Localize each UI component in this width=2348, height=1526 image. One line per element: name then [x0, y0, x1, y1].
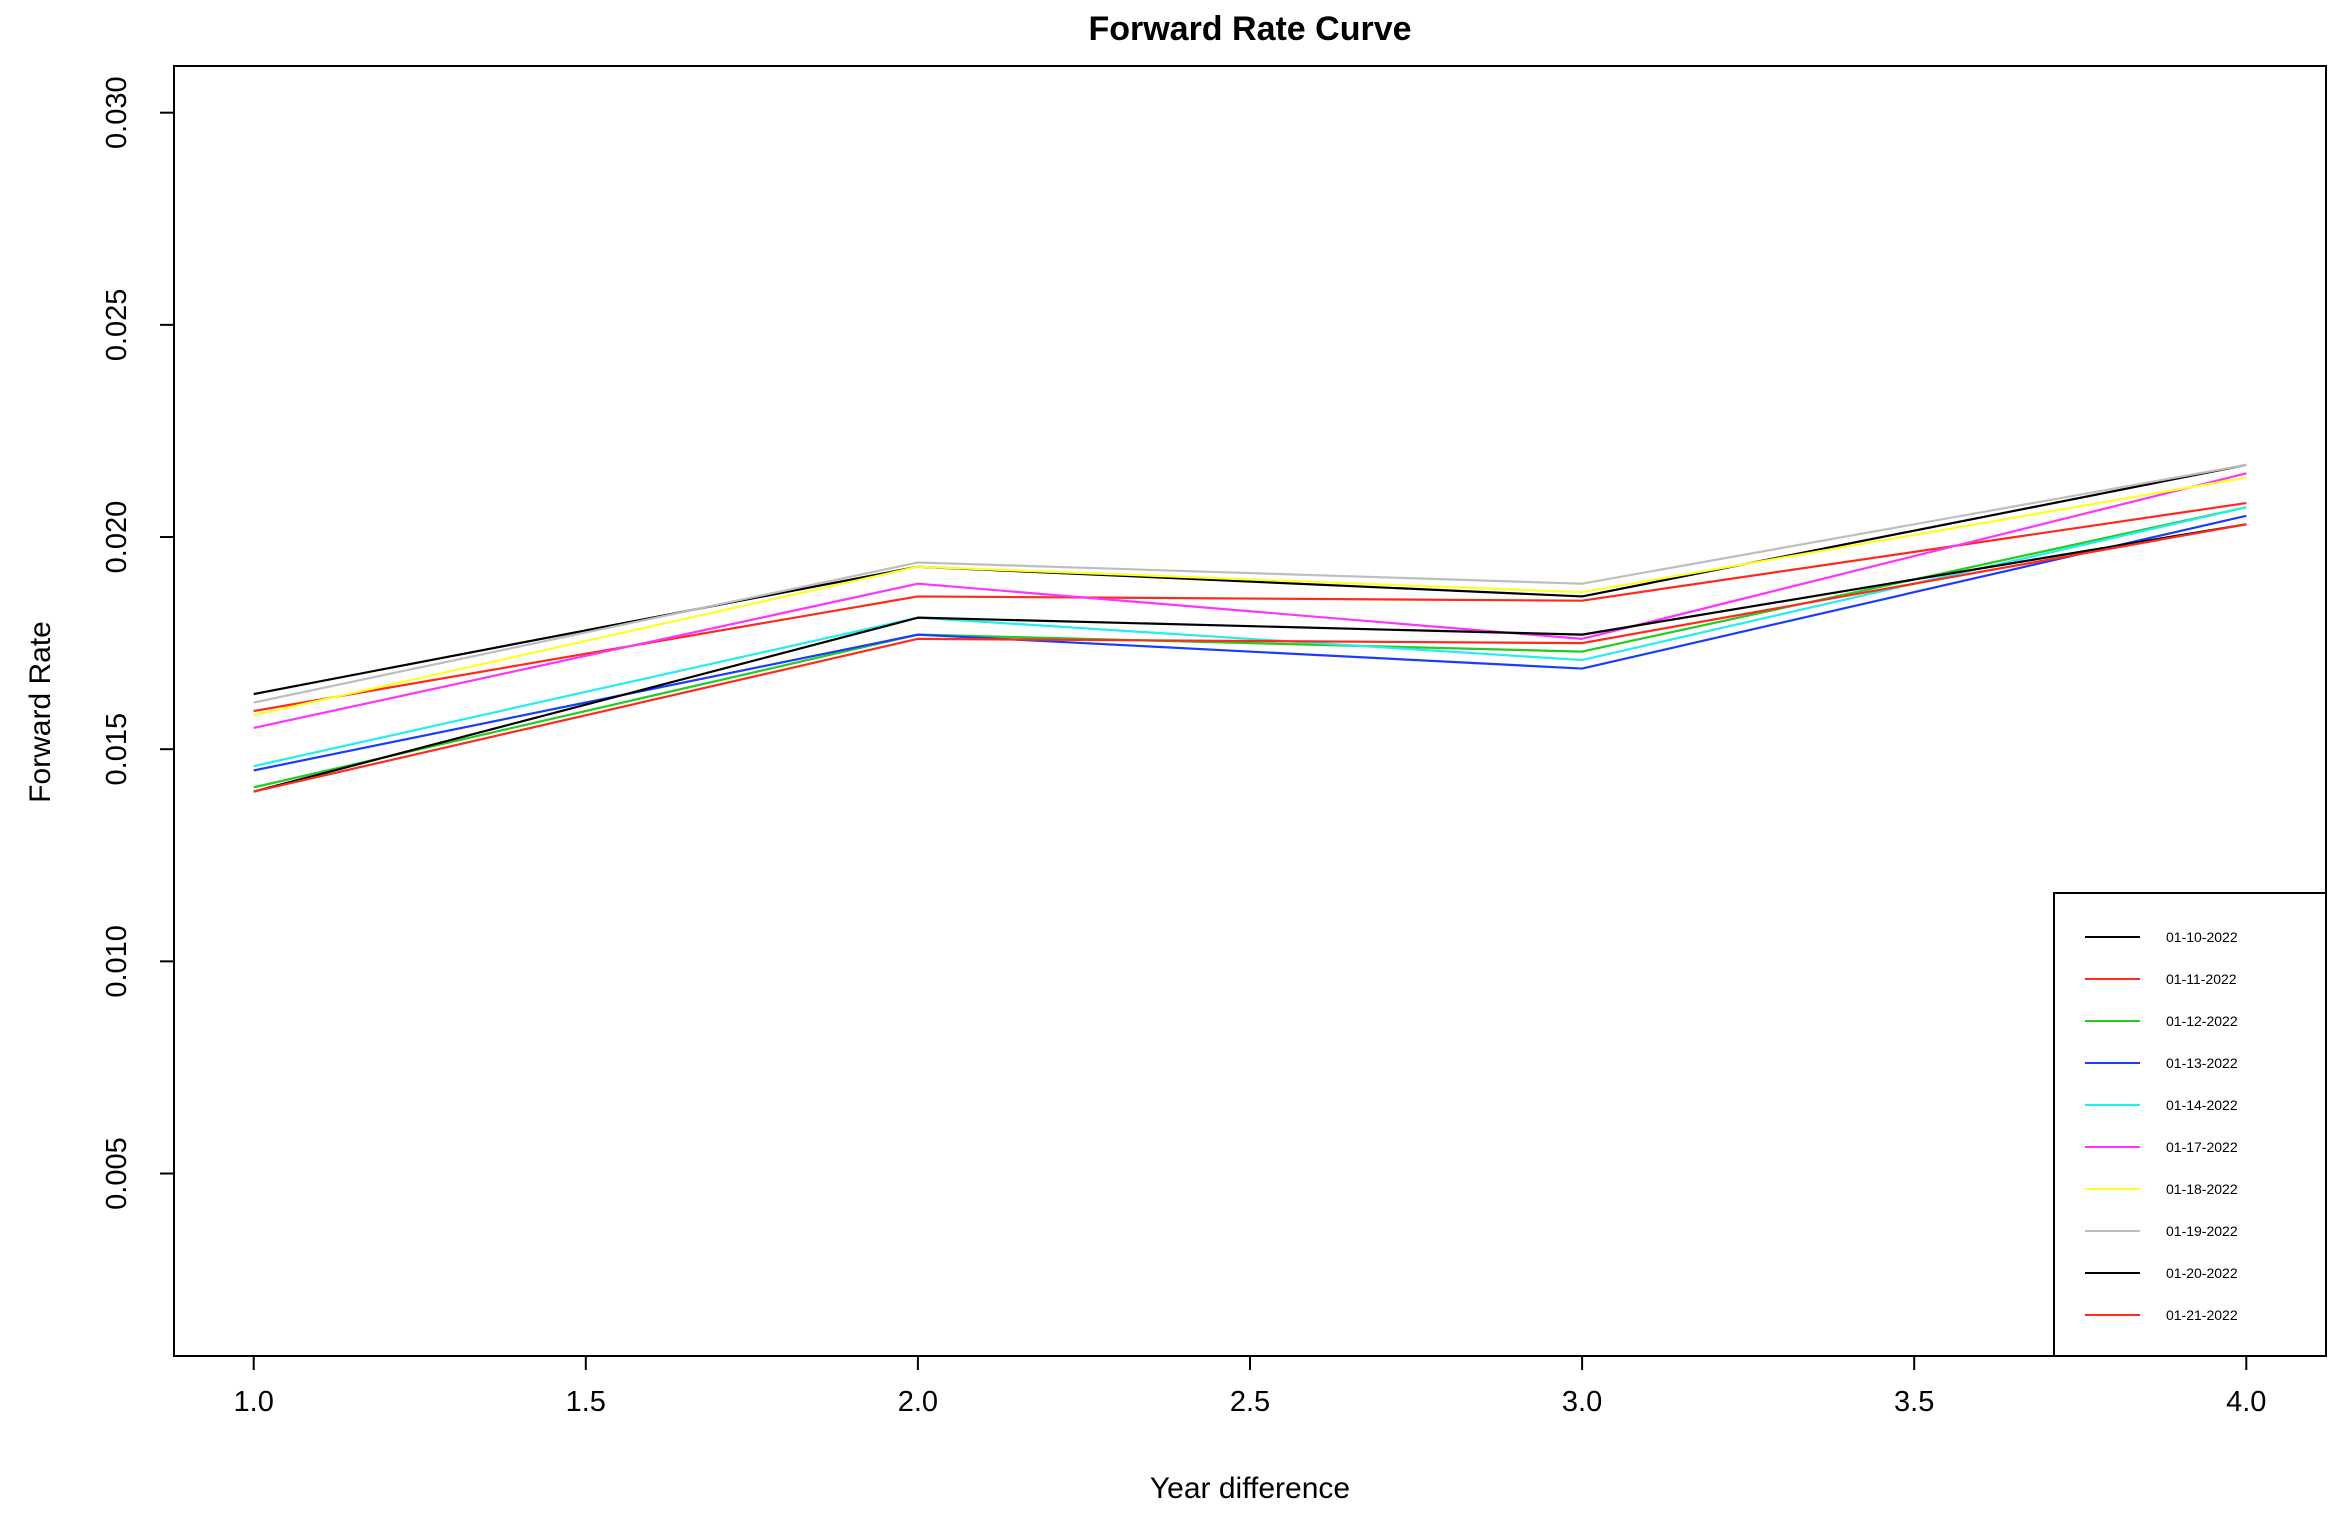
x-tick-label: 1.5 [566, 1386, 606, 1418]
legend: 01-10-2022 01-11-2022 01-12-2022 01-13-2022… [2053, 892, 2327, 1357]
y-tick-label: 0.020 [101, 501, 133, 574]
x-tick-label: 4.0 [2226, 1386, 2266, 1418]
series-line-01-11-2022 [253, 501, 2247, 713]
series-line-01-19-2022 [253, 463, 2247, 704]
y-axis-label: Forward Rate [24, 621, 57, 803]
series-line-01-21-2022 [253, 523, 2247, 793]
legend-box [2053, 892, 2327, 1357]
y-tick-label: 0.010 [101, 925, 133, 998]
legend-label: 01-14-2022 [2166, 1097, 2238, 1113]
series-line-01-10-2022 [253, 463, 2247, 696]
legend-label: 01-10-2022 [2166, 929, 2238, 945]
y-axis: 0.005 0.010 0.015 0.020 0.025 0.030 [101, 76, 175, 1210]
x-axis-label: Year difference [1150, 1472, 1350, 1505]
legend-label: 01-11-2022 [2166, 971, 2237, 987]
y-tick-label: 0.005 [101, 1137, 133, 1210]
x-tick-label: 3.5 [1894, 1386, 1934, 1418]
y-tick-label: 0.025 [101, 289, 133, 362]
x-tick-label: 2.0 [898, 1386, 938, 1418]
legend-label: 01-20-2022 [2166, 1265, 2238, 1281]
series-lines [253, 463, 2247, 793]
legend-label: 01-17-2022 [2166, 1139, 2238, 1155]
x-tick-label: 2.5 [1230, 1386, 1270, 1418]
series-line-01-13-2022 [253, 514, 2247, 772]
x-tick-label: 1.0 [234, 1386, 274, 1418]
legend-label: 01-19-2022 [2166, 1223, 2238, 1239]
legend-label: 01-12-2022 [2166, 1013, 2238, 1029]
series-line-01-17-2022 [253, 472, 2247, 730]
series-line-01-18-2022 [253, 476, 2247, 717]
y-tick-label: 0.015 [101, 713, 133, 786]
series-line-01-20-2022 [253, 523, 2247, 793]
legend-label: 01-18-2022 [2166, 1181, 2238, 1197]
y-tick-label: 0.030 [101, 76, 133, 149]
legend-label: 01-21-2022 [2166, 1307, 2238, 1323]
x-axis: 1.0 1.5 2.0 2.5 3.0 3.5 4.0 [234, 1355, 2266, 1418]
legend-label: 01-13-2022 [2166, 1055, 2238, 1071]
chart-title: Forward Rate Curve [1088, 10, 1411, 48]
x-tick-label: 3.0 [1562, 1386, 1602, 1418]
